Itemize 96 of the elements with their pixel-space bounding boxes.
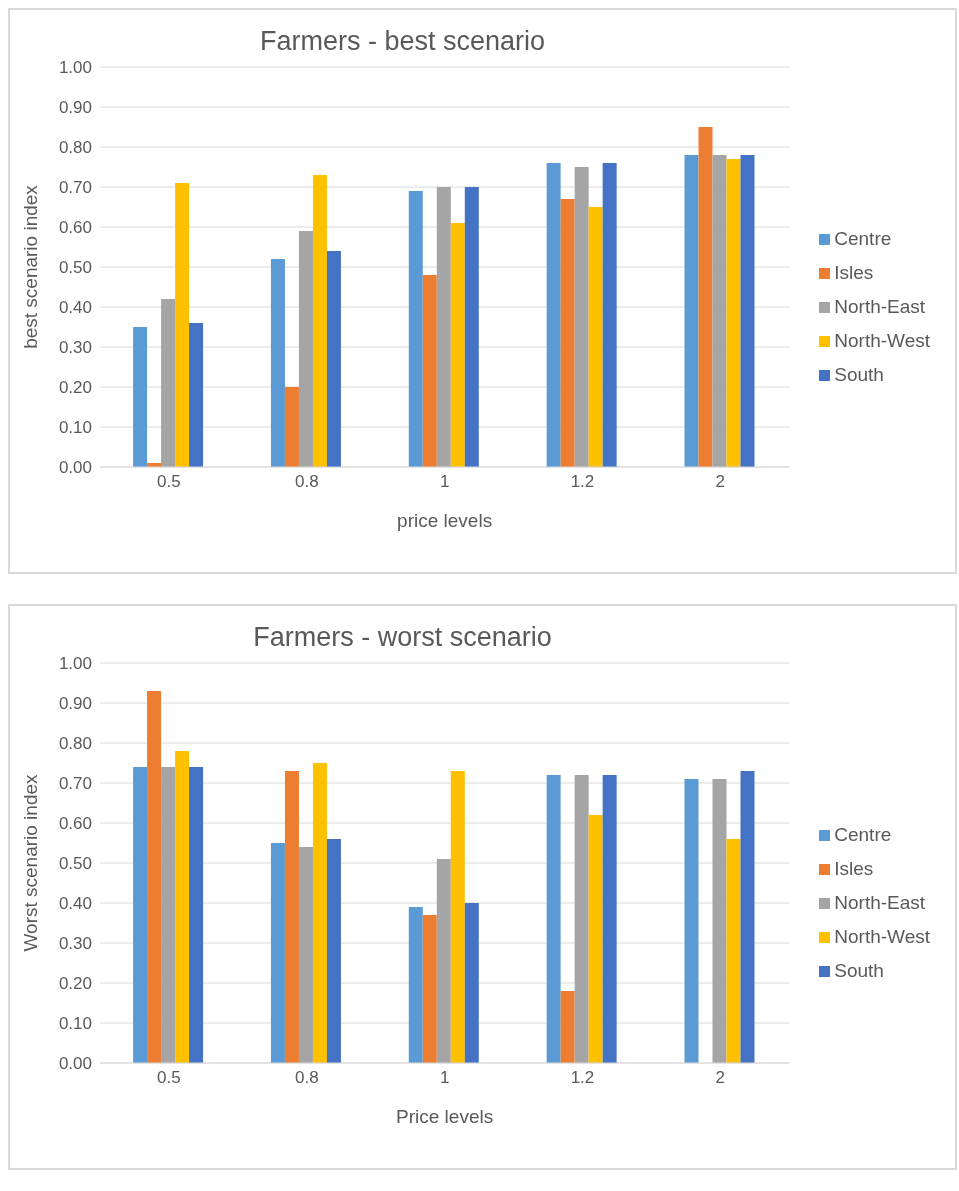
y-tick-label: 0.80 — [58, 734, 92, 754]
y-tick-label: 0.70 — [58, 774, 92, 794]
x-tick-label: 0.8 — [294, 1068, 319, 1088]
legend-label: Isles — [834, 858, 874, 879]
legend-label: Isles — [834, 262, 874, 283]
x-tick-label: 0.5 — [157, 1068, 181, 1088]
x-tick-label: 0.8 — [294, 472, 319, 492]
bar — [684, 155, 699, 467]
bar — [450, 223, 465, 467]
x-axis-title: price levels — [397, 510, 493, 531]
bar — [450, 771, 465, 1063]
bar — [436, 859, 451, 1063]
bar — [270, 259, 285, 467]
bar — [175, 183, 190, 467]
bar — [698, 127, 713, 467]
y-tick-label: 0.60 — [58, 218, 92, 238]
bar — [189, 323, 204, 467]
y-tick-label: 0.50 — [58, 258, 92, 278]
x-tick-label: 1 — [439, 1068, 450, 1088]
bar — [712, 155, 727, 467]
y-tick-label: 0.90 — [58, 98, 92, 118]
bar — [726, 839, 741, 1063]
bar — [312, 175, 327, 467]
chart-title: Farmers - best scenario — [258, 26, 547, 57]
chart-title: Farmers - worst scenario — [252, 622, 553, 653]
bar — [175, 751, 190, 1063]
bar — [574, 775, 589, 1063]
bar — [464, 187, 479, 467]
y-tick-label: 0.60 — [58, 814, 92, 834]
bar — [464, 903, 479, 1063]
legend-label: South — [834, 364, 884, 385]
x-tick-label: 2 — [715, 472, 726, 492]
bar — [602, 775, 617, 1063]
bar — [284, 387, 299, 467]
bar — [408, 191, 423, 467]
bar — [712, 779, 727, 1063]
y-tick-label: 0.50 — [58, 854, 92, 874]
bar — [588, 207, 603, 467]
y-tick-label: 0.10 — [58, 1014, 92, 1034]
y-tick-label: 0.40 — [58, 298, 92, 318]
legend-label: North-East — [834, 892, 926, 913]
x-tick-label: 1.2 — [570, 1068, 595, 1088]
bar — [740, 771, 755, 1063]
y-tick-label: 0.10 — [58, 418, 92, 438]
legend-label: South — [834, 960, 884, 981]
y-tick-label: 0.40 — [58, 894, 92, 914]
y-tick-label: 0.30 — [58, 338, 92, 358]
bar — [133, 767, 148, 1063]
x-axis-title: Price levels — [396, 1106, 494, 1127]
bar — [560, 991, 575, 1063]
bar — [436, 187, 451, 467]
bar — [560, 199, 575, 467]
bar — [284, 771, 299, 1063]
bar — [408, 907, 423, 1063]
bar — [422, 915, 437, 1063]
legend-label: Centre — [834, 824, 892, 845]
bar — [602, 163, 617, 467]
bar — [684, 779, 699, 1063]
bar — [326, 251, 341, 467]
y-tick-label: 0.80 — [58, 138, 92, 158]
bar — [588, 815, 603, 1063]
y-tick-label: 1.00 — [58, 58, 92, 78]
bar — [161, 299, 176, 467]
legend-label: North-East — [834, 296, 926, 317]
bar — [546, 775, 561, 1063]
y-axis-title: Worst scenario index — [19, 773, 41, 952]
bar — [189, 767, 204, 1063]
y-tick-label: 0.00 — [58, 1054, 92, 1074]
bar — [546, 163, 561, 467]
x-tick-label: 1.2 — [570, 472, 595, 492]
legend-label: North-West — [834, 330, 930, 351]
y-tick-label: 0.90 — [58, 694, 92, 714]
bar — [298, 847, 313, 1063]
bar — [270, 843, 285, 1063]
y-tick-label: 0.30 — [58, 934, 92, 954]
y-tick-label: 0.20 — [58, 378, 92, 398]
legend-label: North-West — [834, 926, 930, 947]
y-tick-label: 0.70 — [58, 178, 92, 198]
y-tick-label: 0.20 — [58, 974, 92, 994]
bar — [133, 327, 148, 467]
y-tick-label: 0.00 — [58, 458, 92, 478]
bar — [726, 159, 741, 467]
bar — [422, 275, 437, 467]
bar — [740, 155, 755, 467]
y-axis-title: best scenario index — [19, 184, 41, 349]
x-tick-label: 2 — [715, 1068, 726, 1088]
y-tick-label: 1.00 — [58, 654, 92, 674]
bar — [298, 231, 313, 467]
x-tick-label: 0.5 — [157, 472, 181, 492]
legend-label: Centre — [834, 228, 892, 249]
bar — [147, 691, 162, 1063]
bar — [161, 767, 176, 1063]
bar — [326, 839, 341, 1063]
bar — [574, 167, 589, 467]
x-tick-label: 1 — [439, 472, 450, 492]
bar — [312, 763, 327, 1063]
